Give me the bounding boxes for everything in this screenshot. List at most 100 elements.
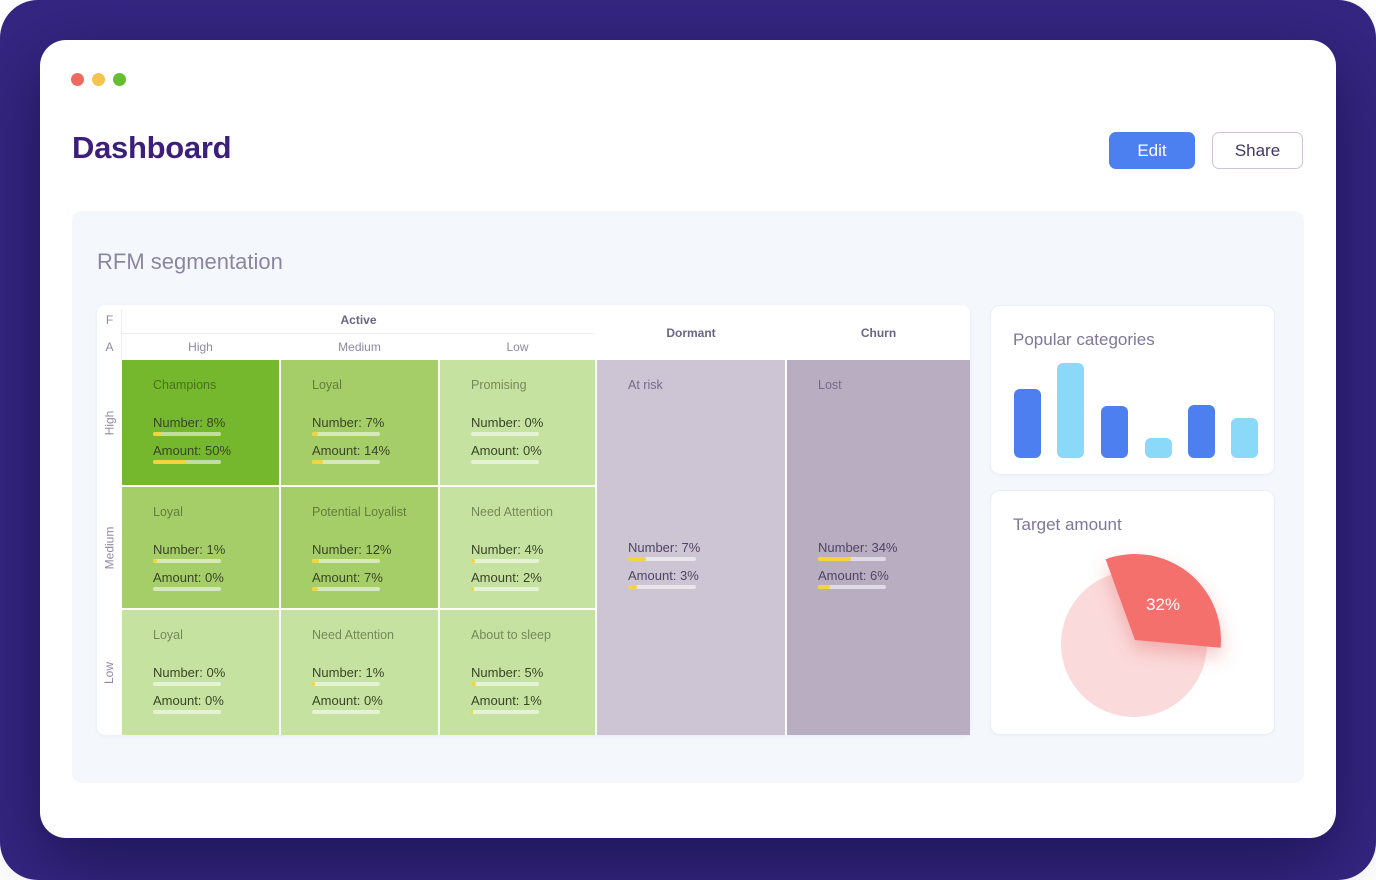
number-label: Number: 1%: [312, 665, 385, 680]
rfm-cell-about-to-sleep[interactable]: About to sleep Number: 5% Amount: 1%: [440, 610, 595, 735]
axis-divider: [121, 309, 122, 360]
segment-title: Need Attention: [312, 628, 395, 642]
rfm-cell-loyal[interactable]: Loyal Number: 1% Amount: 0%: [122, 487, 279, 608]
rfm-cell-need-attention[interactable]: Need Attention Number: 1% Amount: 0%: [281, 610, 438, 735]
column-header-medium: Medium: [338, 340, 381, 354]
rfm-panel: RFM segmentation F A Active High Medium …: [72, 211, 1304, 783]
number-label: Number: 34%: [818, 540, 898, 555]
number-progress: [153, 682, 221, 686]
segment-metrics: Number: 8% Amount: 50%: [122, 360, 279, 485]
amount-label: Amount: 0%: [471, 443, 542, 458]
amount-progress: [312, 587, 380, 591]
row-label-low: Low: [102, 661, 117, 684]
panel-title: RFM segmentation: [97, 249, 283, 274]
segment-metrics: Number: 0% Amount: 0%: [122, 610, 279, 735]
header-divider: [122, 333, 595, 334]
close-window-dot[interactable]: [71, 73, 84, 86]
target-amount-card: Target amount 32%: [990, 490, 1275, 735]
amount-progress: [628, 585, 696, 589]
number-progress: [312, 682, 380, 686]
amount-label: Amount: 1%: [471, 693, 542, 708]
number-label: Number: 7%: [312, 415, 385, 430]
segment-metrics: Number: 5% Amount: 1%: [440, 610, 595, 735]
rfm-cell-lost[interactable]: Lost Number: 34% Amount: 6%: [787, 360, 970, 735]
maximize-window-dot[interactable]: [113, 73, 126, 86]
page-title: Dashboard: [72, 130, 232, 165]
popular-categories-card: Popular categories: [990, 305, 1275, 475]
segment-metrics: Number: 1% Amount: 0%: [281, 610, 438, 735]
segment-title: Loyal: [312, 378, 342, 392]
amount-progress: [818, 585, 886, 589]
bar-2[interactable]: [1057, 363, 1084, 458]
popular-categories-title: Popular categories: [1013, 330, 1155, 349]
number-progress: [471, 559, 539, 563]
amount-progress: [312, 460, 380, 464]
bar-6[interactable]: [1231, 418, 1258, 458]
rfm-cell-at-risk[interactable]: At risk Number: 7% Amount: 3%: [597, 360, 785, 735]
segment-metrics: Number: 4% Amount: 2%: [440, 487, 595, 608]
row-label-medium: Medium: [102, 526, 117, 569]
segment-title: Loyal: [153, 628, 183, 642]
rfm-table: F A Active High Medium Low Dormant Churn…: [97, 305, 970, 735]
segment-metrics: Number: 7% Amount: 3%: [597, 485, 785, 735]
bar-4[interactable]: [1145, 438, 1172, 458]
bar-3[interactable]: [1101, 406, 1128, 458]
rfm-cell-potential-loyalist[interactable]: Potential Loyalist Number: 12% Amount: 7%: [281, 487, 438, 608]
segment-title: At risk: [628, 378, 663, 392]
rfm-cell-champions[interactable]: Champions Number: 8% Amount: 50%: [122, 360, 279, 485]
pie-value-label: 32%: [1146, 595, 1180, 614]
bar-1[interactable]: [1014, 389, 1041, 458]
app-window: Dashboard Edit Share RFM segmentation F …: [40, 40, 1336, 838]
segment-metrics: Number: 34% Amount: 6%: [787, 485, 970, 735]
amount-label: Amount: 50%: [153, 443, 232, 458]
amount-label: Amount: 14%: [312, 443, 391, 458]
minimize-window-dot[interactable]: [92, 73, 105, 86]
rfm-cell-need-attention[interactable]: Need Attention Number: 4% Amount: 2%: [440, 487, 595, 608]
amount-label: Amount: 0%: [153, 693, 224, 708]
segment-title: Need Attention: [471, 505, 554, 519]
number-progress: [153, 432, 221, 436]
rfm-cell-promising[interactable]: Promising Number: 0% Amount: 0%: [440, 360, 595, 485]
number-progress: [312, 432, 380, 436]
amount-progress: [471, 460, 539, 464]
amount-progress: [153, 587, 221, 591]
number-label: Number: 4%: [471, 542, 544, 557]
amount-label: Amount: 3%: [628, 568, 699, 583]
axis-a-label: A: [105, 340, 114, 354]
segment-title: Lost: [818, 378, 842, 392]
segment-title: Loyal: [153, 505, 183, 519]
number-progress: [471, 682, 539, 686]
pie-exploded-slice[interactable]: [1105, 554, 1221, 648]
number-progress: [471, 432, 539, 436]
amount-label: Amount: 6%: [818, 568, 889, 583]
rfm-cell-loyal[interactable]: Loyal Number: 0% Amount: 0%: [122, 610, 279, 735]
rfm-cell-loyal[interactable]: Loyal Number: 7% Amount: 14%: [281, 360, 438, 485]
column-group-active: Active: [340, 313, 377, 327]
share-button[interactable]: Share: [1212, 132, 1303, 169]
column-header-high: High: [188, 340, 213, 354]
segment-title: About to sleep: [471, 628, 551, 642]
amount-progress: [471, 587, 539, 591]
target-amount-title: Target amount: [1013, 515, 1122, 534]
segment-metrics: Number: 1% Amount: 0%: [122, 487, 279, 608]
number-label: Number: 1%: [153, 542, 226, 557]
number-progress: [312, 559, 380, 563]
segment-metrics: Number: 7% Amount: 14%: [281, 360, 438, 485]
bar-5[interactable]: [1188, 405, 1215, 458]
amount-progress: [153, 460, 221, 464]
amount-label: Amount: 0%: [312, 693, 383, 708]
number-progress: [818, 557, 886, 561]
column-group-dormant: Dormant: [666, 326, 716, 340]
edit-button[interactable]: Edit: [1109, 132, 1195, 169]
segment-metrics: Number: 12% Amount: 7%: [281, 487, 438, 608]
number-progress: [153, 559, 221, 563]
segment-title: Promising: [471, 378, 527, 392]
amount-label: Amount: 2%: [471, 570, 542, 585]
amount-label: Amount: 0%: [153, 570, 224, 585]
segment-metrics: Number: 0% Amount: 0%: [440, 360, 595, 485]
number-label: Number: 0%: [471, 415, 544, 430]
number-label: Number: 7%: [628, 540, 701, 555]
amount-progress: [153, 710, 221, 714]
segment-title: Champions: [153, 378, 217, 392]
